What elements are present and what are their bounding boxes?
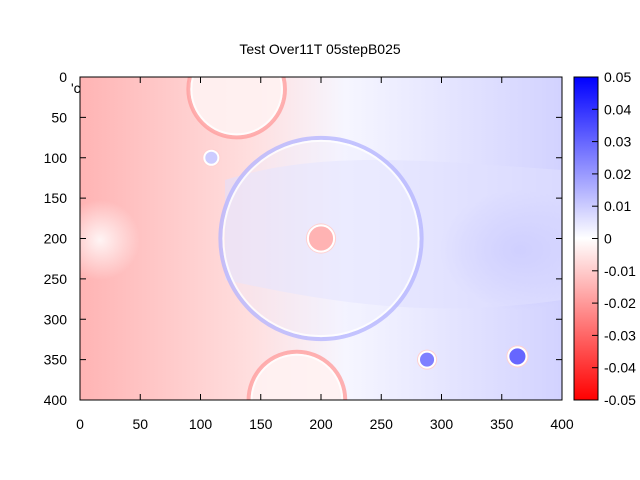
- colorbar-axis: 0.05 0.04 0.03 0.02 0.01 0 -0.01 -0.02 -0.03 -0.0…: [592, 69, 636, 408]
- x-axis: 0 50 100 150 200 250 300 350 400: [76, 77, 574, 432]
- bottom-ring: [246, 349, 348, 400]
- x-tick-label: 350: [490, 416, 514, 432]
- small-dot-upper-left: [203, 149, 220, 166]
- colorbar-tick-label: 0.05: [604, 69, 631, 85]
- x-tick-label: 100: [189, 416, 213, 432]
- x-tick-label: 300: [430, 416, 454, 432]
- top-ring: [186, 77, 287, 140]
- top-ring-highlight: [190, 77, 283, 136]
- colorbar-tick-label: -0.04: [604, 360, 636, 376]
- colorbar-tick-label: -0.01: [604, 263, 636, 279]
- y-tick-label: 50: [51, 109, 67, 125]
- x-tick-label: 150: [249, 416, 273, 432]
- y-tick-label: 150: [44, 190, 68, 206]
- y-tick-label: 0: [59, 69, 67, 85]
- white-region-left: [80, 200, 140, 280]
- colorbar-tick-label: 0.03: [604, 134, 631, 150]
- heatmap-area: [80, 77, 562, 400]
- y-axis: 0 50 100 150 200 250 300 350 400: [44, 69, 562, 408]
- bottom-ring-fill: [248, 351, 346, 400]
- colorbar-tick-label: 0.04: [604, 101, 631, 117]
- features-layer: [186, 77, 529, 400]
- x-tick-label: 200: [309, 416, 333, 432]
- colorbar-tick-label: 0.02: [604, 166, 631, 182]
- colorbar-tick-label: -0.02: [604, 295, 636, 311]
- large-ring-highlight: [222, 139, 420, 338]
- y-tick-label: 350: [44, 352, 68, 368]
- x-tick-label: 400: [550, 416, 574, 432]
- chart-title: Test Over11T 05stepB025: [239, 41, 401, 57]
- x-tick-label: 50: [132, 416, 148, 432]
- colorbar-tick-label: 0: [604, 231, 612, 247]
- y-tick-label: 200: [44, 231, 68, 247]
- x-tick-label: 0: [76, 416, 84, 432]
- center-dot: [306, 224, 336, 253]
- colorbar-tick-label: 0.01: [604, 198, 631, 214]
- small-dot-lower-right: [507, 346, 528, 367]
- y-tick-label: 250: [44, 271, 68, 287]
- x-tick-label: 250: [370, 416, 394, 432]
- top-ring-fill: [188, 77, 285, 138]
- y-tick-label: 400: [44, 392, 68, 408]
- bottom-ring-highlight: [250, 353, 344, 400]
- large-ring: [218, 135, 424, 342]
- y-tick-label: 100: [44, 150, 68, 166]
- colorbar-tick-label: -0.03: [604, 327, 636, 343]
- colorbar-tick-label: -0.05: [604, 392, 636, 408]
- blue-band: [225, 160, 562, 309]
- y-tick-label: 300: [44, 311, 68, 327]
- small-dot-lower-mid: [417, 350, 437, 369]
- stray-label: 'c: [71, 80, 81, 96]
